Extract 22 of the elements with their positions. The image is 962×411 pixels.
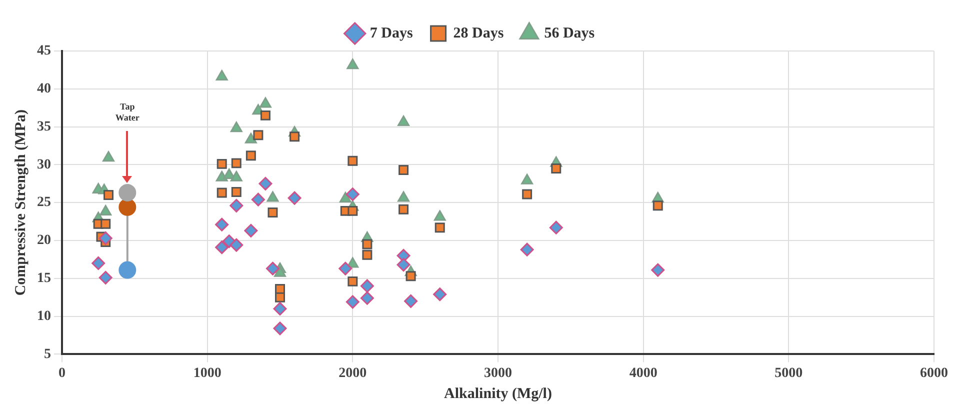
y-tick-label: 40 — [37, 82, 51, 97]
x-tick-label: 4000 — [629, 366, 658, 382]
legend-label: 7 Days — [370, 25, 413, 42]
x-tick-label: 6000 — [920, 366, 948, 382]
legend-label: 28 Days — [453, 25, 504, 42]
legend-label: 56 Days — [544, 25, 595, 42]
x-tick-label: 5000 — [774, 366, 803, 382]
y-tick-label: 15 — [37, 271, 51, 286]
x-tick-label: 0 — [58, 366, 66, 382]
y-tick-label: 30 — [37, 157, 51, 172]
x-axis-title: Alkalinity (Mg/l) — [444, 386, 552, 402]
y-tick-label: 25 — [37, 195, 51, 210]
x-tick-label: 1000 — [193, 366, 222, 382]
x-tick-label: 3000 — [484, 366, 512, 382]
x-tick-label: 2000 — [338, 366, 367, 382]
annotation: Tap Water — [115, 102, 140, 123]
y-tick-label: 20 — [37, 233, 51, 248]
y-tick-label: 45 — [37, 44, 51, 59]
y-axis-title: Compressive Strength (MPa) — [12, 110, 29, 296]
y-tick-label: 5 — [44, 346, 51, 362]
y-tick-label: 10 — [37, 308, 51, 324]
y-tick-label: 35 — [37, 119, 51, 134]
